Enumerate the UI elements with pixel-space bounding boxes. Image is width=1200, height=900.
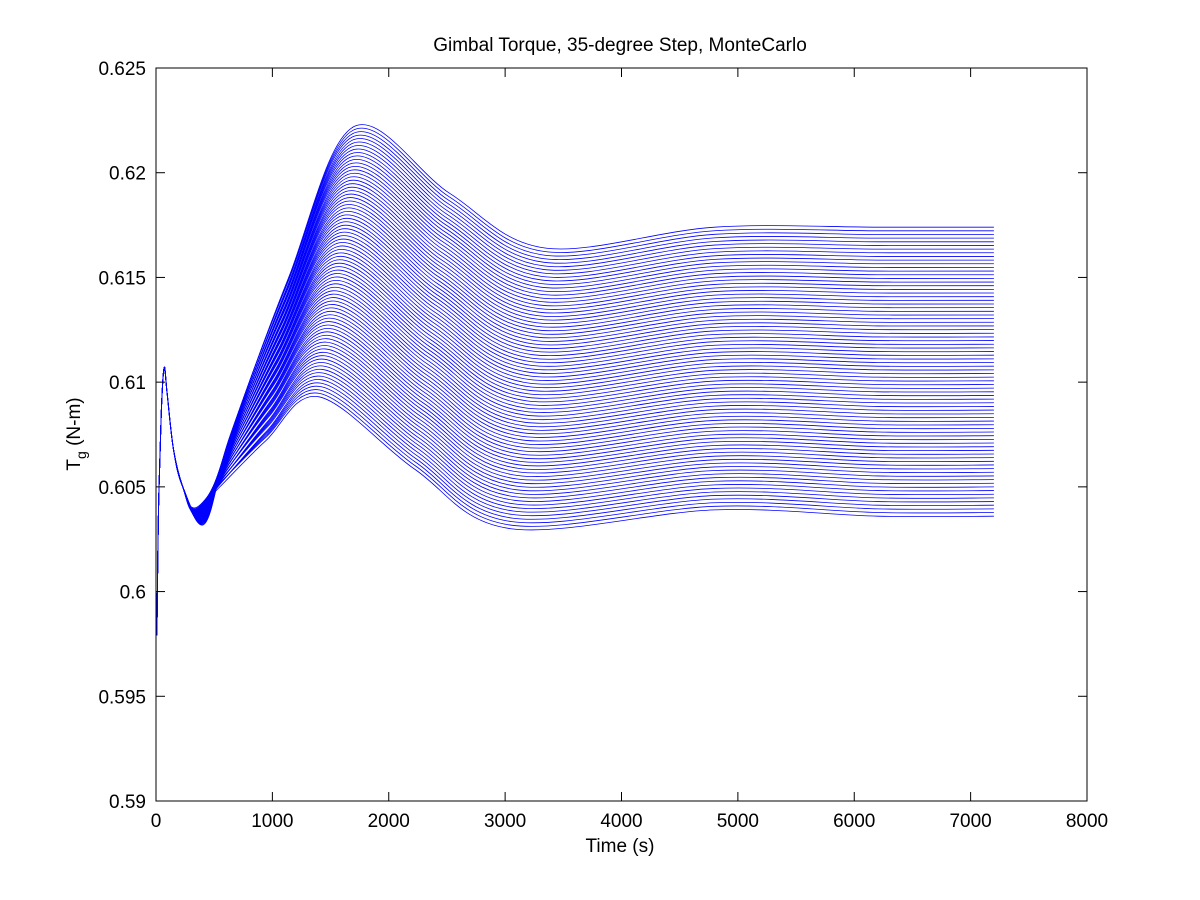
y-axis-label-subscript: g <box>73 451 89 459</box>
y-tick-label: 0.595 <box>98 687 146 708</box>
y-axis-label-main: T <box>64 459 85 471</box>
series-lines <box>155 124 994 636</box>
y-tick-label: 0.6 <box>120 583 146 604</box>
x-tick-label: 8000 <box>1066 811 1108 832</box>
x-tick-label: 3000 <box>484 811 526 832</box>
y-tick-label: 0.59 <box>109 792 146 813</box>
y-axis-label: Tg (N-m) <box>64 397 89 470</box>
x-tick-label: 6000 <box>833 811 875 832</box>
chart-title: Gimbal Torque, 35-degree Step, MonteCarl… <box>433 35 807 56</box>
y-tick-label: 0.615 <box>98 268 146 289</box>
monte-carlo-run-line <box>155 249 994 636</box>
x-tick-label: 7000 <box>949 811 991 832</box>
x-tick-label: 5000 <box>717 811 759 832</box>
y-axis: 0.59 0.595 0.6 0.605 0.61 0.615 0.62 0.625 <box>98 59 1087 813</box>
x-tick-label: 1000 <box>251 811 293 832</box>
x-tick-label: 4000 <box>600 811 642 832</box>
y-tick-label: 0.625 <box>98 59 146 80</box>
x-axis-label: Time (s) <box>586 836 655 857</box>
x-tick-label: 2000 <box>368 811 410 832</box>
y-tick-label: 0.62 <box>109 164 146 185</box>
y-axis-label-unit: (N-m) <box>64 397 85 451</box>
y-tick-label: 0.605 <box>98 478 146 499</box>
y-tick-label: 0.61 <box>109 373 146 394</box>
x-tick-label: 0 <box>151 811 162 832</box>
x-axis: 0 1000 2000 3000 4000 5000 6000 7000 8000 <box>151 68 1108 832</box>
